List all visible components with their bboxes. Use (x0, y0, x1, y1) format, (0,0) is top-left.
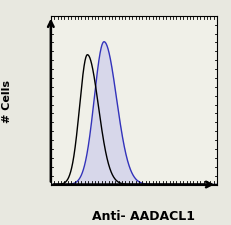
Text: # Cells: # Cells (2, 80, 12, 123)
Text: Anti- AADACL1: Anti- AADACL1 (92, 209, 195, 223)
